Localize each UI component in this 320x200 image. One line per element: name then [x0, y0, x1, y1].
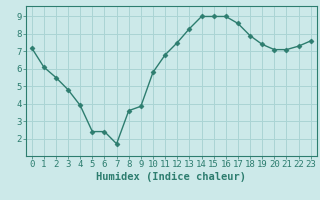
X-axis label: Humidex (Indice chaleur): Humidex (Indice chaleur) [96, 172, 246, 182]
